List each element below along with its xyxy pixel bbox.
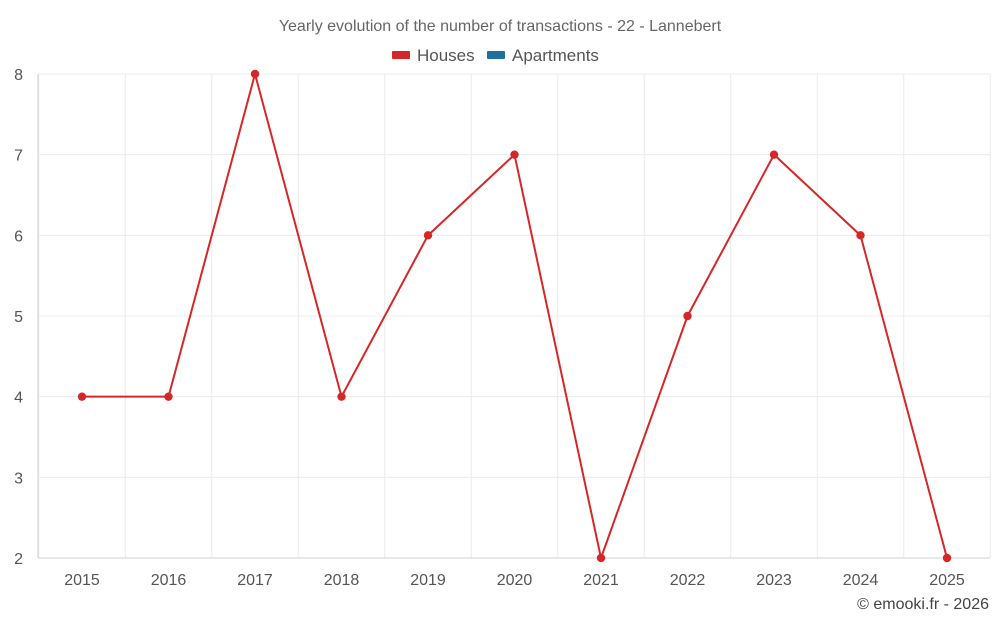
y-tick-label: 3 [14,470,23,487]
legend-item-houses[interactable]: Houses [392,46,475,65]
data-point-houses[interactable] [164,392,173,401]
y-tick-label: 2 [14,551,23,568]
y-tick-label: 5 [14,309,23,326]
legend-label-apartments: Apartments [512,46,599,65]
y-tick-label: 7 [14,148,23,165]
axes [37,74,990,559]
x-tick-label: 2023 [756,572,792,589]
y-axis-ticks: 2 3 4 5 6 7 8 [14,67,23,568]
y-tick-label: 4 [14,390,23,407]
chart-title: Yearly evolution of the number of transa… [279,18,722,35]
x-tick-label: 2025 [929,572,965,589]
x-axis-ticks: 2015 2016 2017 2018 2019 2020 2021 2022 2023 2024… [64,572,965,589]
data-point-houses[interactable] [769,150,779,159]
x-tick-label: 2015 [64,572,100,589]
data-point-houses[interactable] [77,392,87,401]
data-point-houses[interactable] [683,311,692,321]
x-tick-label: 2024 [843,572,879,589]
data-point-houses[interactable] [423,231,433,240]
x-tick-label: 2018 [324,572,360,589]
legend-swatch-houses [392,51,410,59]
x-tick-label: 2020 [497,572,533,589]
y-tick-label: 8 [14,67,23,84]
y-tick-label: 6 [14,228,23,245]
x-tick-label: 2016 [151,572,187,589]
grid [38,73,991,559]
legend-label-houses: Houses [417,46,475,65]
legend: Houses Apartments [392,46,599,65]
x-tick-label: 2019 [410,572,446,589]
x-tick-label: 2022 [670,572,706,589]
data-point-houses[interactable] [856,231,865,240]
data-point-houses[interactable] [250,69,260,79]
x-tick-label: 2021 [583,572,619,589]
series [77,69,952,563]
credit-text: © emooki.fr - 2026 [857,596,989,613]
legend-swatch-apartments [487,51,505,59]
legend-item-apartments[interactable]: Apartments [487,46,599,65]
data-point-houses[interactable] [942,553,952,563]
data-point-houses[interactable] [596,553,606,563]
data-point-houses[interactable] [337,392,346,401]
x-tick-label: 2017 [237,572,273,589]
data-point-houses[interactable] [510,150,519,159]
